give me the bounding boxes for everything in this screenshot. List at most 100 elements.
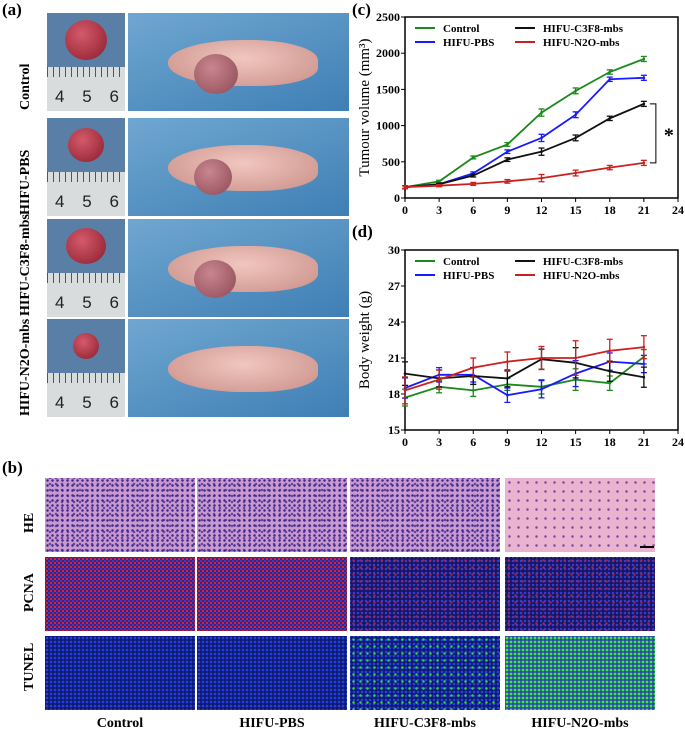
data-point — [574, 356, 577, 360]
row-label-3: HIFU-N2O-mbs — [18, 318, 33, 416]
legend-label: HIFU-C3F8-mbs — [543, 256, 624, 268]
series-line-3 — [404, 346, 644, 392]
legend-label: HIFU-C3F8-mbs — [543, 23, 624, 35]
row-label-1: HIFU-PBS — [18, 149, 33, 215]
y-tick-label: 30 — [388, 243, 400, 257]
data-point — [642, 375, 646, 379]
micrograph-pcna — [45, 557, 195, 631]
data-point — [608, 166, 612, 169]
panel-d-label: (d) — [352, 222, 373, 241]
y-tick-label: 1500 — [376, 82, 400, 96]
x-tick-label: 3 — [436, 203, 442, 217]
y-tick-label: 24 — [388, 315, 400, 329]
micrograph-tunel — [505, 636, 655, 710]
data-point — [608, 381, 612, 385]
ruler — [47, 66, 125, 111]
x-tick-label: 3 — [436, 435, 442, 447]
micrograph-he — [45, 478, 195, 552]
x-tick-label: 6 — [470, 435, 476, 447]
data-point — [642, 161, 646, 165]
ruler-number: 4 — [55, 87, 65, 106]
x-tick-label: 12 — [536, 435, 548, 447]
legend-label: Control — [443, 23, 479, 35]
data-point — [506, 377, 509, 380]
data-point — [506, 150, 509, 153]
data-point — [642, 76, 646, 80]
x-tick-label: 0 — [402, 435, 408, 447]
column-label-1: HIFU-PBS — [239, 716, 305, 731]
data-point — [608, 117, 612, 120]
scale-bar — [640, 546, 654, 548]
data-point — [540, 356, 543, 360]
x-tick-label: 12 — [536, 203, 548, 217]
mouse-photo — [127, 117, 350, 217]
y-tick-label: 15 — [388, 423, 400, 437]
data-point — [540, 387, 543, 391]
micrograph-pcna — [350, 557, 500, 631]
significance-bracket — [649, 103, 657, 164]
data-point — [506, 158, 509, 161]
series-line-2 — [404, 103, 645, 189]
body-weight-chart: 03691215182124151821242730Time (day)Body… — [357, 243, 684, 447]
data-point — [540, 176, 543, 180]
tumor-specimen — [66, 228, 106, 264]
stain-label-he: HE — [22, 512, 37, 533]
x-tick-label: 15 — [570, 203, 582, 217]
legend-label: HIFU-PBS — [443, 270, 494, 282]
data-point — [574, 136, 577, 140]
data-point — [437, 378, 441, 381]
data-point — [540, 136, 543, 140]
x-tick-label: 6 — [470, 203, 476, 217]
data-point — [608, 369, 612, 373]
data-point — [574, 171, 577, 175]
data-point — [642, 57, 646, 61]
y-tick-label: 27 — [388, 279, 400, 293]
x-tick-label: 9 — [504, 435, 510, 447]
data-point — [471, 366, 475, 369]
column-label-0: Control — [96, 716, 144, 731]
x-tick-label: 24 — [672, 203, 684, 217]
series-line-1 — [404, 360, 644, 397]
data-point — [471, 174, 475, 177]
ruler-number: 4 — [55, 192, 65, 211]
data-point — [574, 89, 577, 93]
panel-a-label: (a) — [2, 0, 22, 19]
y-tick-label: 500 — [382, 155, 400, 169]
ruler-number: 6 — [109, 293, 119, 312]
y-tick-label: 18 — [388, 387, 400, 401]
column-label-2: HIFU-C3F8-mbs — [374, 716, 476, 731]
micrograph-tunel — [197, 636, 347, 710]
micrograph-pcna — [505, 557, 655, 631]
data-point — [608, 349, 612, 353]
micrograph-tunel — [45, 636, 195, 710]
tumour-volume-chart: 0 3 6 9 12 15 18 21 24 0 500 1000 1500 2000 2500 Surviv… — [357, 10, 684, 220]
x-tick-label: 21 — [638, 435, 650, 447]
significance-star: * — [664, 124, 674, 146]
micrograph-pcna — [197, 557, 347, 631]
legend-label: HIFU-N2O-mbs — [543, 37, 620, 49]
mouse-body — [167, 145, 319, 191]
mouse-tumor — [194, 260, 237, 299]
mouse-body — [167, 346, 319, 392]
mouse-body — [167, 40, 319, 86]
data-point — [540, 111, 543, 114]
y-tick-label: 0 — [394, 191, 400, 205]
x-axis-label: Survival time (day) — [483, 218, 600, 220]
panel-c-label: (c) — [352, 0, 371, 19]
column-label-3: HIFU-N2O-mbs — [531, 716, 629, 731]
ruler-number: 4 — [55, 293, 65, 312]
y-tick-label: 2500 — [376, 10, 400, 24]
data-point — [642, 102, 646, 106]
micrograph-he — [350, 478, 500, 552]
y-axis-label: Body weight (g) — [357, 291, 373, 389]
ruler-number: 5 — [82, 87, 92, 106]
stain-label-pcna: PCNA — [22, 573, 37, 612]
y-tick-label: 1000 — [376, 119, 400, 133]
data-point — [506, 360, 509, 363]
ruler — [47, 272, 125, 317]
series-line-0 — [404, 58, 645, 189]
data-point — [506, 180, 509, 183]
